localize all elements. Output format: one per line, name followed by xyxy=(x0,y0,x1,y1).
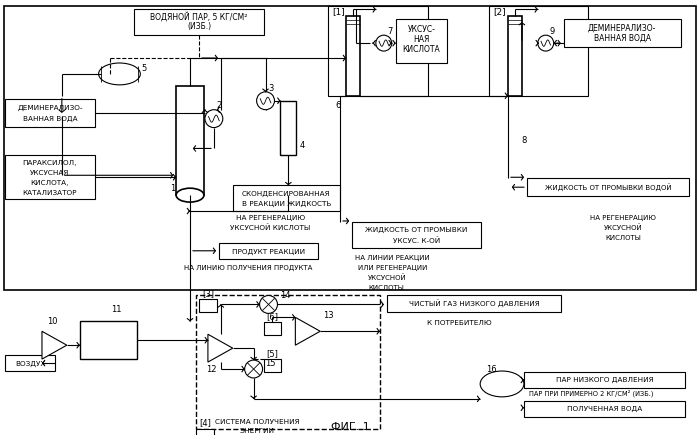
Text: В РЕАКЦИИ ЖИДКОСТЬ: В РЕАКЦИИ ЖИДКОСТЬ xyxy=(241,201,331,207)
Text: НА ЛИНИИ РЕАКЦИИ: НА ЛИНИИ РЕАКЦИИ xyxy=(356,255,430,261)
Text: ПАР НИЗКОГО ДАВЛЕНИЯ: ПАР НИЗКОГО ДАВЛЕНИЯ xyxy=(556,377,653,383)
Text: 8: 8 xyxy=(522,136,526,145)
Text: УКСУСНАЯ: УКСУСНАЯ xyxy=(30,170,69,176)
Text: ВАННАЯ ВОДА: ВАННАЯ ВОДА xyxy=(22,116,77,122)
Bar xyxy=(4,7,696,290)
Text: 13: 13 xyxy=(323,311,334,320)
Text: [6]: [6] xyxy=(267,312,279,321)
Bar xyxy=(489,7,589,96)
Text: [2]: [2] xyxy=(493,7,505,16)
Circle shape xyxy=(245,360,262,378)
Bar xyxy=(508,16,522,96)
Bar xyxy=(352,222,481,248)
Text: КИСЛОТЫ: КИСЛОТЫ xyxy=(606,235,641,241)
Text: ПАРАКСИЛОЛ,: ПАРАКСИЛОЛ, xyxy=(22,160,77,167)
Polygon shape xyxy=(42,331,66,359)
Text: 14: 14 xyxy=(281,291,291,300)
Bar xyxy=(5,99,95,126)
Text: [4]: [4] xyxy=(199,418,211,427)
Bar xyxy=(524,401,685,417)
Text: ПОЛУЧЕННАЯ ВОДА: ПОЛУЧЕННАЯ ВОДА xyxy=(567,406,642,412)
Text: УКСУСНОЙ: УКСУСНОЙ xyxy=(604,225,643,231)
Bar xyxy=(233,185,340,211)
Bar xyxy=(176,86,204,195)
Text: ВАННАЯ ВОДА: ВАННАЯ ВОДА xyxy=(594,34,651,43)
Text: 16: 16 xyxy=(486,364,497,374)
Circle shape xyxy=(205,110,223,128)
Text: ЧИСТЫЙ ГАЗ НИЗКОГО ДАВЛЕНИЯ: ЧИСТЫЙ ГАЗ НИЗКОГО ДАВЛЕНИЯ xyxy=(409,300,540,307)
Text: КИСЛОТЫ: КИСЛОТЫ xyxy=(369,285,405,290)
Text: КАТАЛИЗАТОР: КАТАЛИЗАТОР xyxy=(22,190,77,196)
Text: 4: 4 xyxy=(300,141,304,150)
Bar xyxy=(524,372,685,388)
Bar xyxy=(281,101,296,155)
Bar xyxy=(564,19,681,47)
Bar xyxy=(134,9,264,35)
Text: НАЯ: НАЯ xyxy=(414,34,430,44)
Text: УКСУС. К-ОЙ: УКСУС. К-ОЙ xyxy=(393,238,440,244)
Circle shape xyxy=(260,296,277,313)
Text: (ИЗБ.): (ИЗБ.) xyxy=(187,22,211,31)
Text: КИСЛОТА,: КИСЛОТА, xyxy=(31,180,69,186)
Bar xyxy=(264,359,281,372)
Bar xyxy=(395,19,447,63)
Text: ЖИДКОСТЬ ОТ ПРОМЫВКИ: ЖИДКОСТЬ ОТ ПРОМЫВКИ xyxy=(365,227,468,233)
Text: ПАР ПРИ ПРИМЕРНО 2 КГ/СМ² (ИЗБ.): ПАР ПРИ ПРИМЕРНО 2 КГ/СМ² (ИЗБ.) xyxy=(529,389,654,397)
Text: К ПОТРЕБИТЕЛЮ: К ПОТРЕБИТЕЛЮ xyxy=(427,320,491,326)
Text: 2: 2 xyxy=(217,101,222,110)
Text: ИЛИ РЕГЕНЕРАЦИИ: ИЛИ РЕГЕНЕРАЦИИ xyxy=(358,265,428,271)
Bar xyxy=(387,294,561,313)
Text: 15: 15 xyxy=(265,358,276,368)
Text: ВОДЯНОЙ ПАР, 5 КГ/СМ²: ВОДЯНОЙ ПАР, 5 КГ/СМ² xyxy=(150,11,248,21)
Text: СИСТЕМА ПОЛУЧЕНИЯ: СИСТЕМА ПОЛУЧЕНИЯ xyxy=(216,419,300,425)
Bar xyxy=(346,16,360,96)
Text: УКСУС-: УКСУС- xyxy=(407,25,435,34)
Text: ЖИДКОСТЬ ОТ ПРОМЫВКИ ВОДОЙ: ЖИДКОСТЬ ОТ ПРОМЫВКИ ВОДОЙ xyxy=(545,183,672,191)
Bar xyxy=(527,178,689,196)
Bar xyxy=(328,7,428,96)
Text: 11: 11 xyxy=(111,305,122,314)
Ellipse shape xyxy=(176,188,204,202)
Circle shape xyxy=(376,35,392,51)
Bar xyxy=(264,322,281,335)
Bar xyxy=(199,300,217,313)
Text: ФИГ. 1: ФИГ. 1 xyxy=(330,422,370,432)
Text: НА ЛИНИЮ ПОЛУЧЕНИЯ ПРОДУКТА: НА ЛИНИЮ ПОЛУЧЕНИЯ ПРОДУКТА xyxy=(185,265,313,271)
Circle shape xyxy=(538,35,554,51)
Text: НА РЕГЕНЕРАЦИЮ: НА РЕГЕНЕРАЦИЮ xyxy=(590,215,656,221)
Text: НА РЕГЕНЕРАЦИЮ: НА РЕГЕНЕРАЦИЮ xyxy=(236,215,305,221)
Polygon shape xyxy=(295,317,320,345)
Text: УКСУСНОЙ КИСЛОТЫ: УКСУСНОЙ КИСЛОТЫ xyxy=(230,225,311,231)
Bar xyxy=(5,155,95,199)
Polygon shape xyxy=(208,334,233,362)
Text: 9: 9 xyxy=(550,27,555,36)
Text: 3: 3 xyxy=(269,84,274,93)
Bar xyxy=(196,294,380,429)
Text: 7: 7 xyxy=(388,27,393,36)
Text: ДЕМИНЕРАЛИЗО-: ДЕМИНЕРАЛИЗО- xyxy=(18,105,83,111)
Circle shape xyxy=(257,92,274,110)
Text: ВОЗДУХ: ВОЗДУХ xyxy=(15,361,46,367)
Text: СКОНДЕНСИРОВАННАЯ: СКОНДЕНСИРОВАННАЯ xyxy=(242,191,330,197)
Text: 12: 12 xyxy=(206,364,216,374)
Text: [3]: [3] xyxy=(202,289,214,298)
Bar xyxy=(5,355,55,371)
Bar xyxy=(196,429,214,436)
Text: КИСЛОТА: КИСЛОТА xyxy=(402,44,440,54)
Bar xyxy=(80,321,137,359)
Text: ПРОДУКТ РЕАКЦИИ: ПРОДУКТ РЕАКЦИИ xyxy=(232,249,305,255)
Text: 10: 10 xyxy=(47,317,57,326)
Text: [1]: [1] xyxy=(332,7,345,16)
Text: 5: 5 xyxy=(141,65,146,73)
Text: ЭНЕРГИИ: ЭНЕРГИИ xyxy=(240,428,275,434)
Ellipse shape xyxy=(99,63,140,85)
Text: 6: 6 xyxy=(335,101,341,110)
Text: 1: 1 xyxy=(170,184,176,193)
Bar xyxy=(219,243,318,259)
Text: ДЕМИНЕРАЛИЗО-: ДЕМИНЕРАЛИЗО- xyxy=(588,24,657,33)
Text: УКСУСНОЙ: УКСУСНОЙ xyxy=(368,274,406,281)
Ellipse shape xyxy=(480,371,524,397)
Text: [5]: [5] xyxy=(267,349,279,358)
